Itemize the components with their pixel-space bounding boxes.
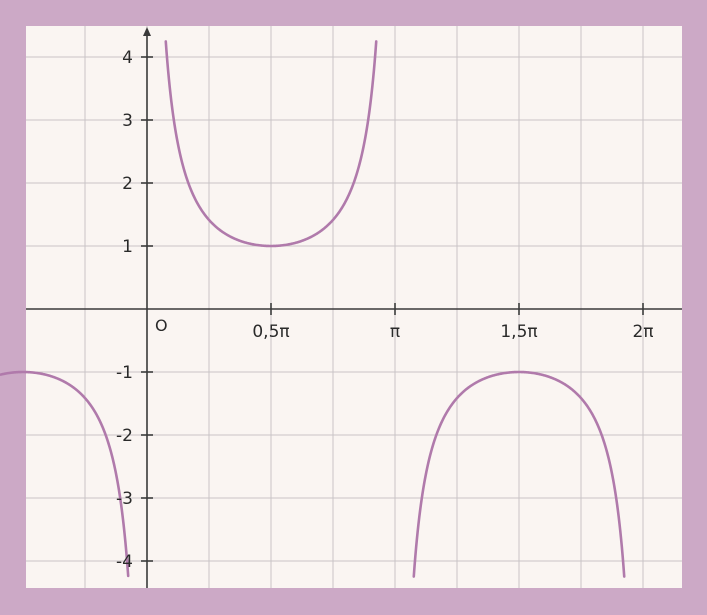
- y-tick-label: 3: [122, 111, 133, 131]
- csc-branch: [0, 370, 130, 578]
- y-tick-label: -1: [116, 363, 133, 383]
- csc-branch: [412, 370, 626, 578]
- ticks: [141, 56, 644, 562]
- x-tick-label: π: [390, 322, 400, 342]
- y-tick-label: -2: [116, 426, 133, 446]
- curves: [0, 40, 626, 578]
- x-tick-label: 0,5π: [252, 322, 289, 342]
- y-tick-label: 2: [122, 174, 133, 194]
- y-tick-label: 4: [122, 48, 133, 68]
- axes: [26, 27, 682, 588]
- tick-labels: 0,5π π 1,5π 2π 4 3 2 1 -1 -2 -3 -4 O: [116, 48, 653, 572]
- y-tick-label: -3: [116, 489, 133, 509]
- origin-label: O: [155, 316, 168, 335]
- y-tick-label: -4: [116, 552, 133, 572]
- x-tick-label: 1,5π: [500, 322, 537, 342]
- x-tick-label: 2π: [632, 322, 653, 342]
- csc-branch: [164, 40, 378, 248]
- y-tick-label: 1: [122, 237, 133, 257]
- y-axis-arrow: [143, 27, 151, 36]
